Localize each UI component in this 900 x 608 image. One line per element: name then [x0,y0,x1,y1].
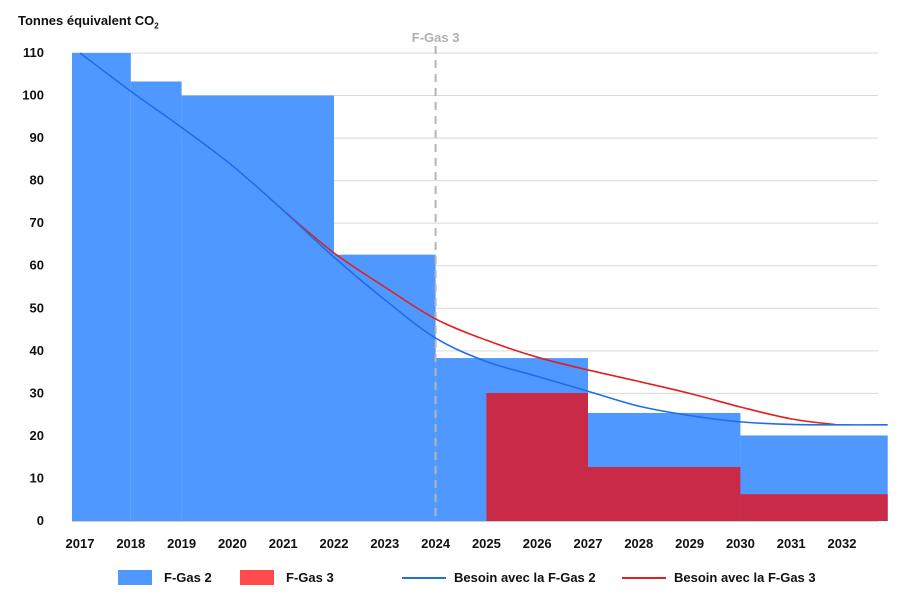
y-tick-70: 70 [30,215,44,230]
line-besoin-avec-la-f-gas-3 [282,209,838,426]
x-tick-2032: 2032 [828,536,857,551]
x-tick-2022: 2022 [320,536,349,551]
x-tick-2017: 2017 [66,536,95,551]
y-tick-30: 30 [30,385,44,400]
legend-label-besoin-fgas2: Besoin avec la F-Gas 2 [454,570,596,585]
legend-fgas3: F-Gas 3 [240,570,334,585]
bar-f-gas-2-1 [130,81,182,521]
annotation-label: F-Gas 3 [412,30,460,45]
legend-label-besoin-fgas3: Besoin avec la F-Gas 3 [674,570,816,585]
legend-swatch-fgas3 [240,570,274,585]
y-tick-80: 80 [30,173,44,188]
legend-fgas2: F-Gas 2 [118,570,212,585]
x-tick-2021: 2021 [269,536,298,551]
x-tick-2019: 2019 [167,536,196,551]
x-tick-2026: 2026 [523,536,552,551]
y-tick-50: 50 [30,300,44,315]
lines [79,52,888,426]
bar-f-gas-2-3 [334,254,436,521]
y-tick-10: 10 [30,470,44,485]
x-tick-2024: 2024 [421,536,451,551]
y-tick-100: 100 [22,88,44,103]
legend-besoin-fgas3: Besoin avec la F-Gas 3 [622,570,816,585]
bar-f-gas-3-1 [588,466,741,521]
bar-f-gas-2-0 [72,53,131,521]
y-tick-0: 0 [37,513,44,528]
x-tick-2020: 2020 [218,536,247,551]
y-tick-110: 110 [23,45,44,60]
legend-swatch-besoin-fgas3 [622,576,666,579]
y-tick-60: 60 [30,258,44,273]
bar-f-gas-3-2 [740,494,888,521]
y-tick-40: 40 [30,343,44,358]
x-tick-2025: 2025 [472,536,501,551]
x-tick-2031: 2031 [777,536,806,551]
legend-label-fgas3: F-Gas 3 [286,570,334,585]
bar-f-gas-3-0 [486,392,588,521]
x-tick-2029: 2029 [675,536,704,551]
x-tick-2027: 2027 [574,536,603,551]
x-tick-labels: 2017 2018 2019 2020 2021 2022 2023 2024 2025 2026… [66,536,857,551]
y-tick-90: 90 [30,130,44,145]
y-tick-labels: 0 10 20 30 40 50 60 70 80 90 100 110 [22,45,44,528]
legend: F-Gas 2 F-Gas 3 Besoin avec la F-Gas 2 B… [0,570,900,594]
legend-swatch-fgas2 [118,570,152,585]
annotation: F-Gas 3 [412,30,460,521]
y-axis-label: Tonnes équivalent CO2 [18,13,159,31]
x-tick-2028: 2028 [624,536,653,551]
x-tick-2018: 2018 [116,536,145,551]
bars [72,53,888,521]
x-tick-2030: 2030 [726,536,755,551]
legend-label-fgas2: F-Gas 2 [164,570,212,585]
x-tick-2023: 2023 [370,536,399,551]
y-tick-20: 20 [30,428,44,443]
bar-f-gas-2-2 [181,95,334,521]
legend-swatch-besoin-fgas2 [402,576,446,579]
legend-besoin-fgas2: Besoin avec la F-Gas 2 [402,570,596,585]
line-besoin-avec-la-f-gas-2 [79,52,888,426]
